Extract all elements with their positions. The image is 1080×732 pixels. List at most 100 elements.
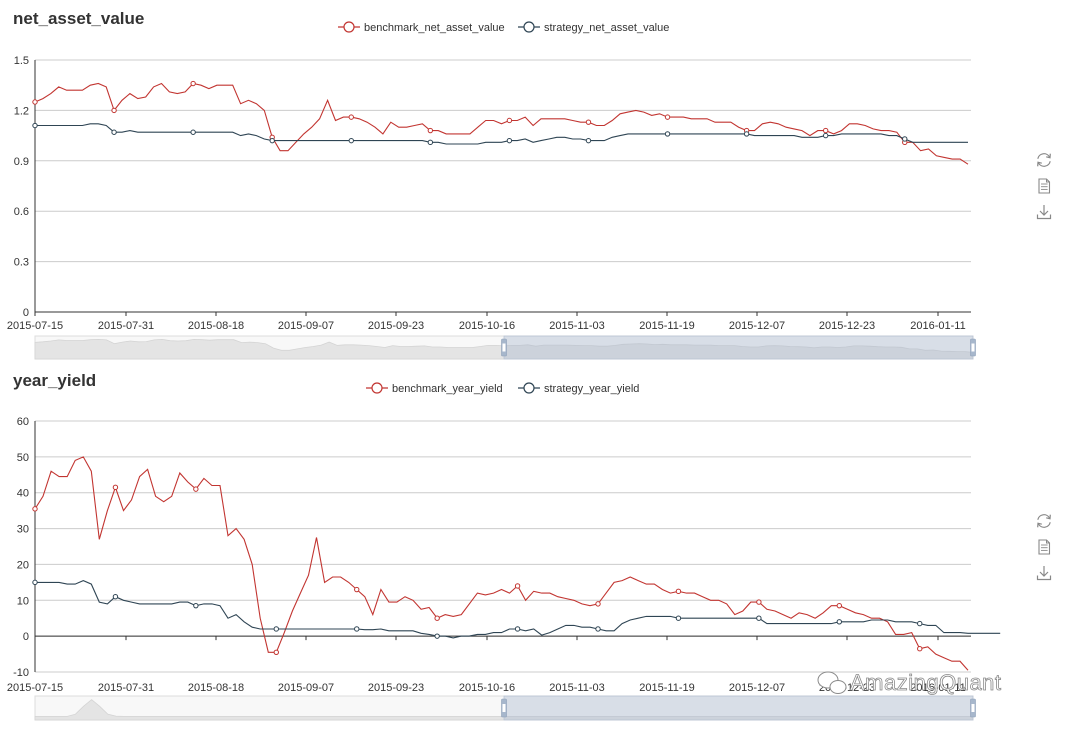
x-tick-label: 2016-01-11	[910, 320, 965, 332]
data-point	[506, 117, 513, 124]
data-point	[112, 594, 119, 600]
data-point	[585, 119, 592, 125]
data-point	[427, 139, 434, 146]
x-tick-label: 2015-07-15	[7, 320, 63, 332]
chart-1: year_yield -10 0 10 20 30 40 50 60 2015-07-15 2015…	[7, 371, 1001, 721]
x-tick-label: 2015-09-23	[368, 682, 424, 694]
y-tick-label: 0	[23, 631, 29, 643]
data-point	[32, 506, 38, 512]
x-tick-label: 2015-09-07	[278, 320, 334, 332]
data-point	[675, 588, 682, 595]
data-point	[348, 137, 354, 144]
download-tray	[1036, 214, 1052, 220]
y-tick-label: 50	[17, 452, 29, 464]
x-tick-label: 2015-10-16	[459, 682, 515, 694]
y-tick-label: 60	[17, 416, 29, 428]
data-point	[514, 626, 521, 632]
document-outline	[1038, 178, 1051, 194]
y-tick-label: 30	[17, 524, 29, 536]
x-tick-label: 2015-08-18	[188, 682, 244, 694]
watermark: AmazingQuant	[817, 670, 1002, 695]
document-corner	[1046, 540, 1050, 544]
series-line-benchmark_net_asset_value	[34, 82, 969, 165]
zoom-handle-left[interactable]	[501, 338, 507, 357]
data-point	[836, 619, 843, 625]
data-point	[32, 99, 38, 105]
zoom-handle-mark	[502, 343, 506, 352]
y-tick-label: 0.3	[14, 257, 29, 269]
download-tray	[1036, 575, 1052, 581]
y-tick-label: 0.6	[14, 206, 29, 218]
data-point	[112, 484, 119, 491]
x-tick-label: 2015-07-15	[7, 682, 63, 694]
x-tick-label: 2015-11-03	[549, 682, 604, 694]
zoom-selected-range[interactable]	[503, 335, 974, 360]
y-tick-label: 1.2	[14, 105, 29, 117]
x-tick-label: 2015-12-07	[729, 320, 785, 332]
download-icon[interactable]	[1036, 566, 1052, 581]
data-point	[514, 583, 521, 589]
y-tick-label: 0.9	[14, 156, 29, 168]
chart-title: net_asset_value	[13, 9, 144, 28]
document-outline	[1038, 539, 1051, 555]
data-point	[190, 129, 196, 135]
refresh-icon[interactable]	[1037, 153, 1051, 167]
data-zoom-slider[interactable]	[34, 335, 976, 360]
zoom-handle-mark	[971, 343, 975, 352]
download-arrow	[1039, 566, 1049, 577]
data-point	[822, 132, 829, 139]
data-point	[506, 137, 513, 144]
legend-label: strategy_net_asset_value	[544, 22, 669, 34]
data-point	[32, 579, 38, 586]
zoom-handle-right[interactable]	[970, 698, 976, 718]
data-point	[32, 122, 38, 129]
x-tick-label: 2015-11-19	[639, 320, 694, 332]
legend-label: benchmark_net_asset_value	[364, 22, 505, 34]
y-tick-label: 1.5	[14, 55, 29, 67]
watermark-text: AmazingQuant	[850, 670, 1002, 695]
x-tick-label: 2015-09-07	[278, 682, 334, 694]
data-point	[595, 626, 601, 632]
refresh-arrow-top	[1046, 153, 1051, 159]
x-tick-label: 2016-01-11	[910, 682, 965, 694]
download-icon[interactable]	[1036, 205, 1052, 220]
zoom-shadow-area	[34, 699, 974, 721]
zoom-handle-mark	[971, 704, 975, 712]
refresh-arc-top	[1037, 514, 1051, 520]
document-icon[interactable]	[1038, 178, 1051, 194]
zoom-handle-right[interactable]	[970, 338, 976, 357]
legend-item-benchmark_year_yield[interactable]: benchmark_year_yield	[366, 382, 503, 395]
refresh-icon[interactable]	[1037, 514, 1051, 528]
data-point	[190, 80, 196, 87]
series-line-strategy_net_asset_value	[35, 123, 968, 145]
toolbox	[1036, 514, 1052, 581]
zoom-handle-left[interactable]	[501, 698, 507, 718]
refresh-arc-bottom	[1037, 161, 1051, 167]
legend-item-strategy_net_asset_value[interactable]: strategy_net_asset_value	[518, 21, 669, 34]
data-point	[354, 626, 360, 632]
data-point	[111, 129, 117, 135]
data-point	[348, 114, 354, 120]
data-point	[756, 599, 762, 605]
legend-symbol	[371, 382, 383, 394]
legend-item-benchmark_net_asset_value[interactable]: benchmark_net_asset_value	[338, 21, 505, 34]
x-tick-label: 2015-08-18	[188, 320, 244, 332]
data-point	[273, 626, 279, 632]
data-point	[902, 136, 908, 142]
refresh-arrow-bottom	[1037, 161, 1042, 167]
document-icon[interactable]	[1038, 539, 1051, 555]
document-corner	[1046, 179, 1050, 183]
data-zoom-slider[interactable]	[34, 695, 976, 721]
y-tick-label: 0	[23, 307, 29, 319]
data-point	[434, 615, 440, 621]
chart-0: net_asset_value 0 0.3 0.6 0.9 1.2 1.5 2015-07-1…	[7, 9, 976, 360]
y-tick-label: -10	[13, 667, 29, 679]
legend-label: benchmark_year_yield	[392, 383, 503, 395]
data-point	[427, 127, 434, 134]
data-point	[595, 601, 601, 607]
zoom-selected-range[interactable]	[503, 695, 974, 721]
data-point	[664, 131, 671, 137]
legend-item-strategy_year_yield[interactable]: strategy_year_yield	[518, 382, 639, 395]
